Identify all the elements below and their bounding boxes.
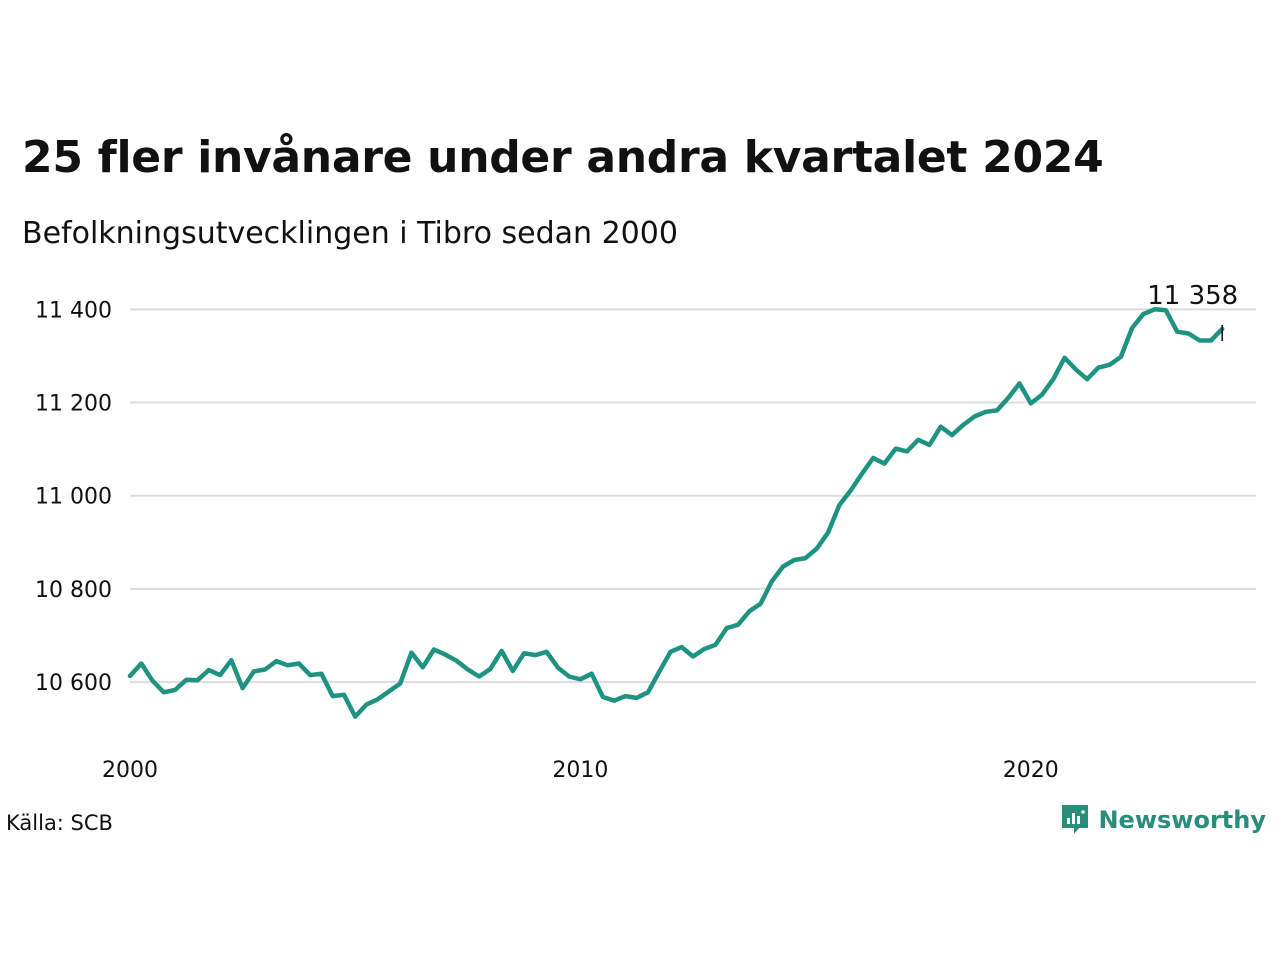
chart-subtitle: Befolkningsutvecklingen i Tibro sedan 20… bbox=[22, 216, 678, 251]
x-tick-label: 2010 bbox=[552, 758, 608, 783]
y-tick-label: 11 200 bbox=[35, 392, 112, 417]
brand-name: Newsworthy bbox=[1098, 806, 1266, 834]
source-note: Källa: SCB bbox=[6, 811, 113, 835]
y-tick-label: 10 800 bbox=[35, 578, 112, 603]
newsworthy-brand[interactable]: Newsworthy bbox=[1060, 803, 1266, 837]
chart-title: 25 fler invånare under andra kvartalet 2… bbox=[22, 132, 1104, 183]
x-tick-label: 2020 bbox=[1003, 758, 1059, 783]
y-tick-label: 11 400 bbox=[35, 298, 112, 323]
last-value-label: 11 358 bbox=[1147, 281, 1238, 311]
newsworthy-logo-icon bbox=[1062, 805, 1089, 834]
y-tick-label: 10 600 bbox=[35, 671, 112, 696]
population-line bbox=[127, 307, 1225, 719]
x-tick-label: 2000 bbox=[102, 758, 158, 783]
y-tick-label: 11 000 bbox=[35, 485, 112, 510]
